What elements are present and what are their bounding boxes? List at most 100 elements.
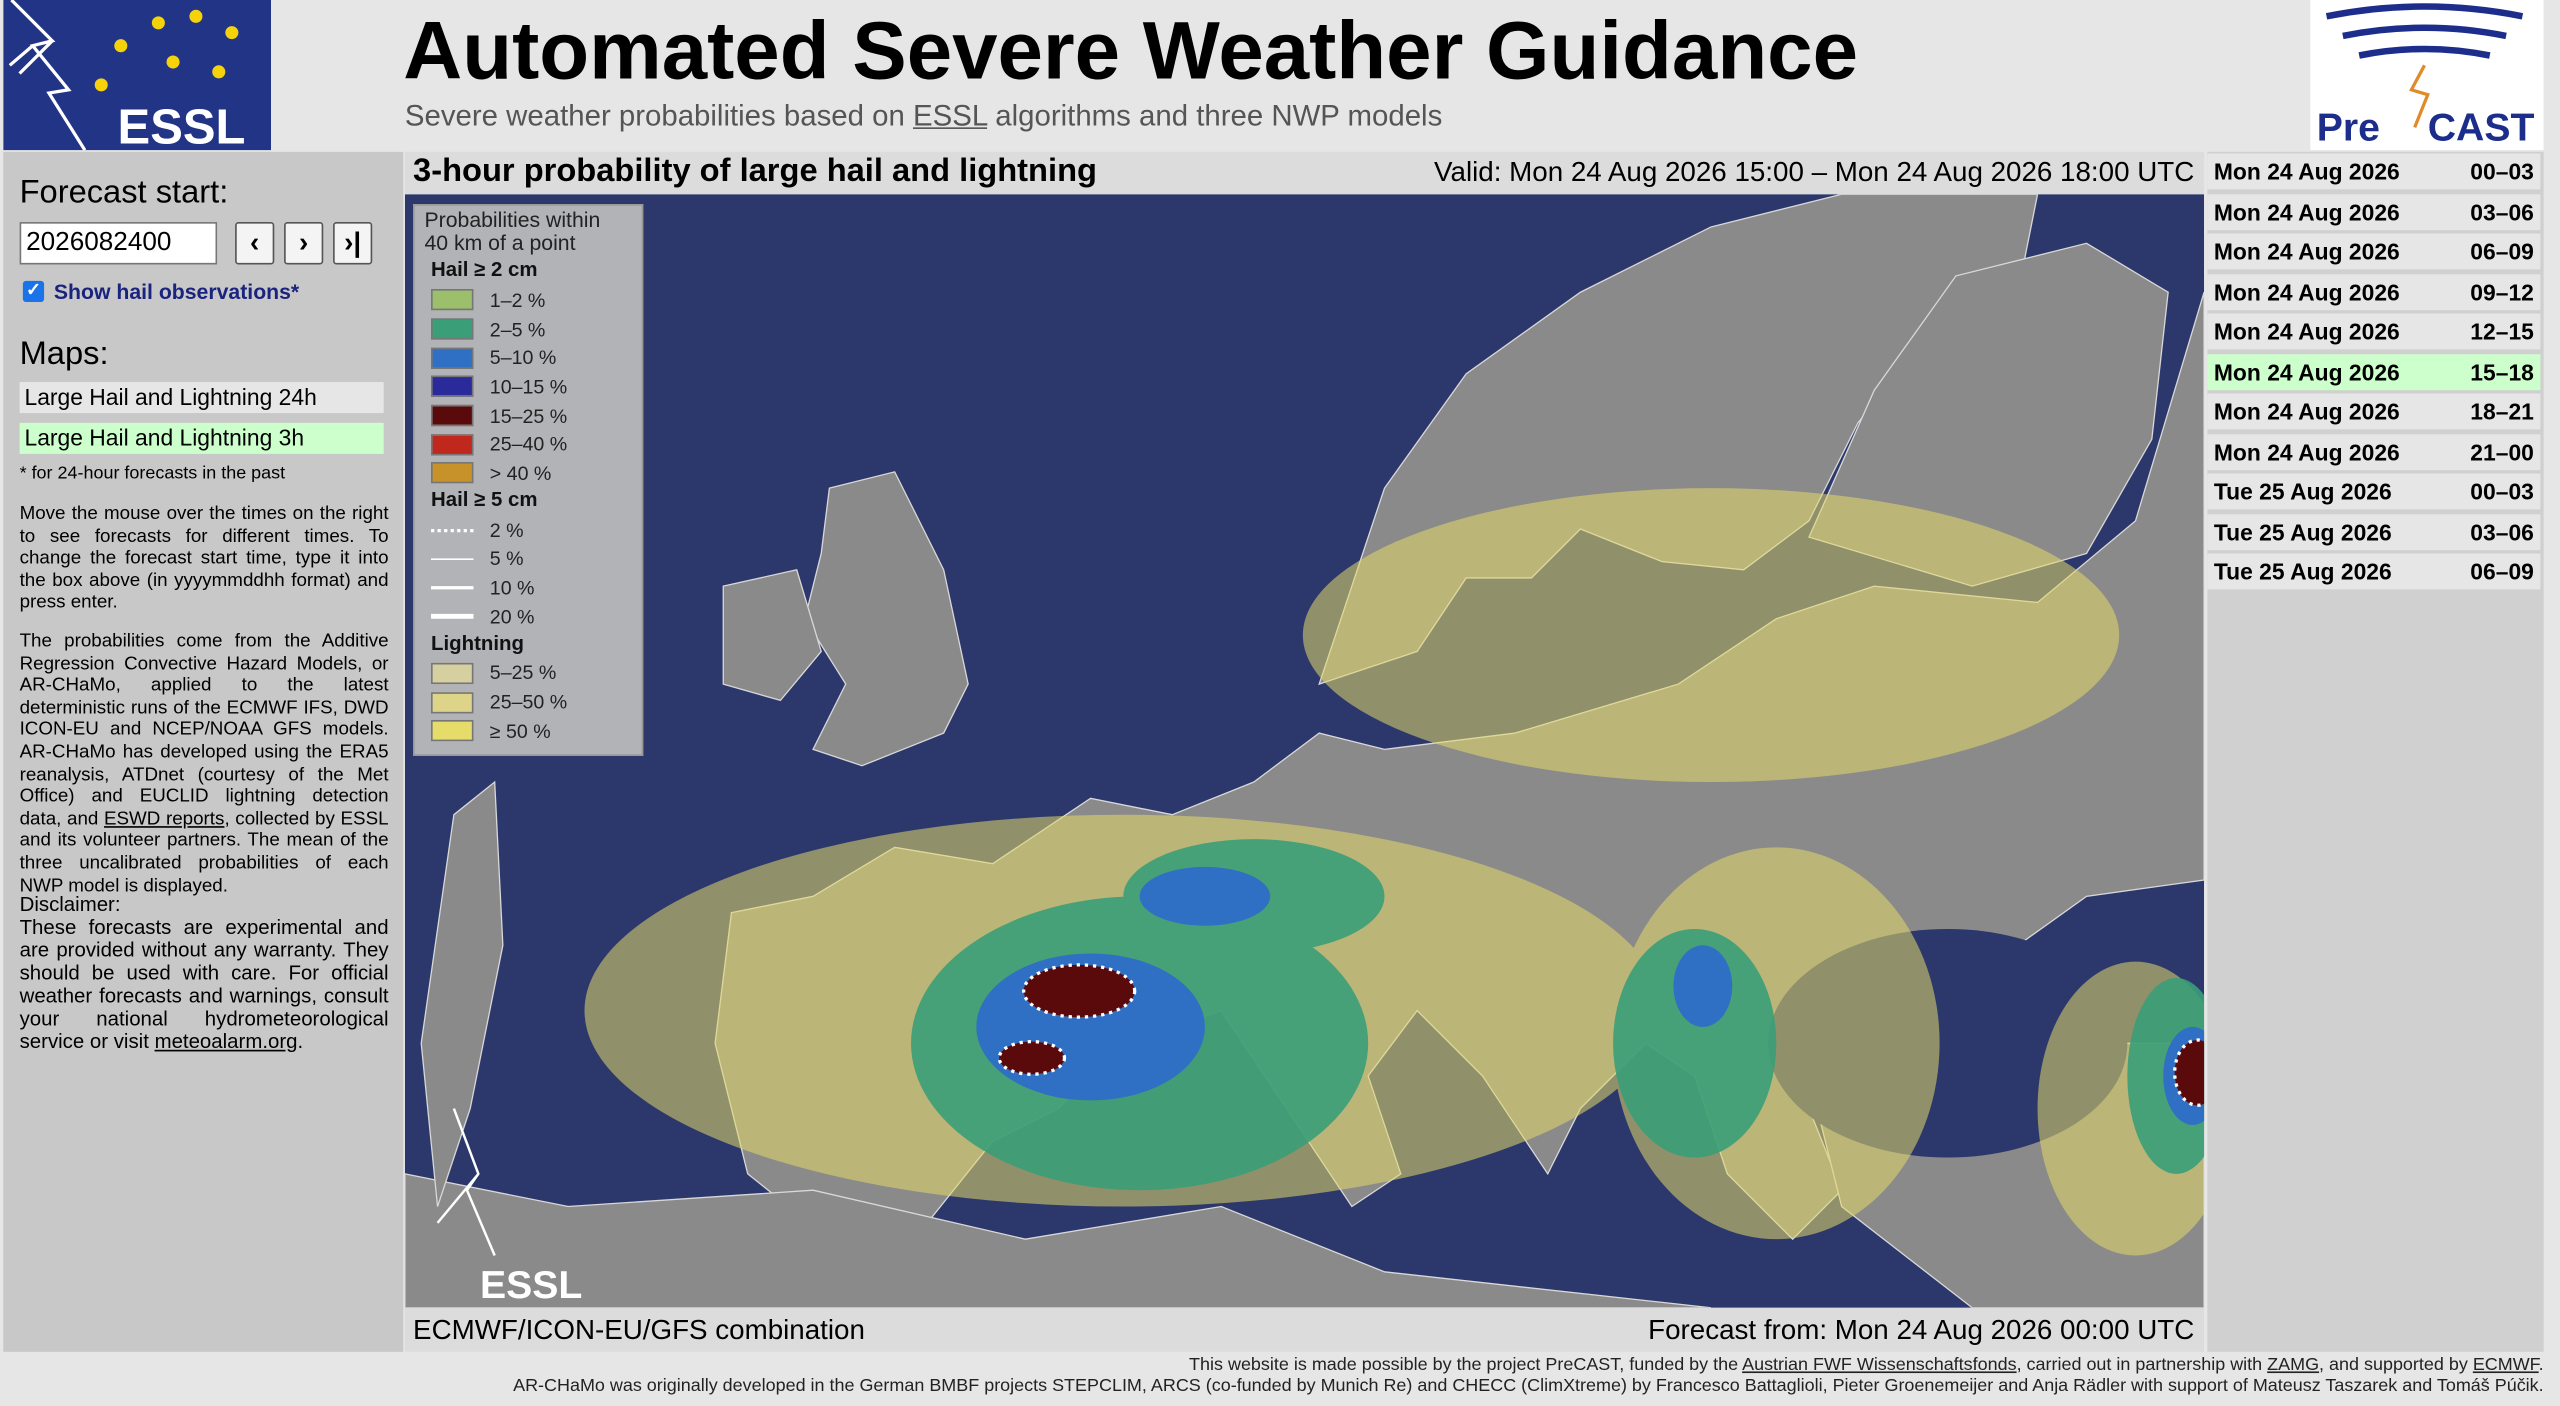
legend-item: 20 % xyxy=(415,602,642,631)
time-row[interactable]: Mon 24 Aug 2026 03–06 xyxy=(2207,193,2541,230)
map-panel: 3-hour probability of large hail and lig… xyxy=(404,151,2205,1352)
legend-item: 1–2 % xyxy=(415,286,642,315)
time-range[interactable]: 00–03 xyxy=(2470,158,2534,185)
legend-label: 5 % xyxy=(489,547,524,571)
legend-label: 2–5 % xyxy=(489,317,546,341)
time-row[interactable]: Tue 25 Aug 2026 06–09 xyxy=(2207,553,2541,590)
info-paragraph: The probabilities come from the Additive… xyxy=(20,632,389,898)
nav-button[interactable]: ›| xyxy=(333,222,373,265)
legend-item: 2 % xyxy=(415,516,642,545)
essl-link[interactable]: ESSL xyxy=(913,99,988,133)
legend-item: 5–10 % xyxy=(415,343,642,372)
time-date[interactable]: Mon 24 Aug 2026 xyxy=(2213,398,2400,425)
time-row[interactable]: Mon 24 Aug 2026 21–00 xyxy=(2207,433,2541,470)
time-range[interactable]: 18–21 xyxy=(2470,398,2534,425)
legend-label: 20 % xyxy=(489,605,535,629)
legend-item: 25–50 % xyxy=(415,688,642,717)
time-row[interactable]: Mon 24 Aug 2026 00–03 xyxy=(2207,153,2541,190)
legend-label: 1–2 % xyxy=(489,288,546,312)
text: This website is made possible by the pro… xyxy=(1189,1355,1739,1375)
eswd-link[interactable]: ESWD reports xyxy=(104,809,225,829)
time-date[interactable]: Tue 25 Aug 2026 xyxy=(2213,518,2392,545)
time-date[interactable]: Mon 24 Aug 2026 xyxy=(2213,438,2400,465)
time-date[interactable]: Mon 24 Aug 2026 xyxy=(2213,318,2400,345)
time-row[interactable]: Mon 24 Aug 2026 12–15 xyxy=(2207,313,2541,350)
time-range[interactable]: 06–09 xyxy=(2470,238,2534,265)
help-paragraph: Move the mouse over the times on the rig… xyxy=(19,504,389,613)
subtitle-text: Severe weather probabilities based on xyxy=(404,99,905,133)
time-row[interactable]: Mon 24 Aug 2026 15–18 xyxy=(2207,353,2541,390)
time-range[interactable]: 21–00 xyxy=(2470,438,2534,465)
meteoalarm-link[interactable]: meteoalarm.org xyxy=(154,1030,298,1054)
time-row[interactable]: Tue 25 Aug 2026 03–06 xyxy=(2207,513,2541,550)
map-link[interactable]: Large Hail and Lightning 24h xyxy=(19,382,384,414)
checkbox-label[interactable]: Show hail observations* xyxy=(53,279,300,304)
checkbox[interactable]: ✓ xyxy=(22,280,45,303)
time-date[interactable]: Mon 24 Aug 2026 xyxy=(2213,238,2400,265)
page-title: Automated Severe Weather Guidance xyxy=(403,4,1858,97)
legend-label: 10–15 % xyxy=(489,375,568,399)
time-date[interactable]: Mon 24 Aug 2026 xyxy=(2213,278,2400,305)
zamg-link[interactable]: ZAMG xyxy=(2267,1355,2320,1375)
legend-line xyxy=(431,614,474,620)
model-combination: ECMWF/ICON-EU/GFS combination xyxy=(413,1314,865,1346)
forecast-start-input[interactable]: 2026082400 xyxy=(19,222,218,265)
legend-label: 2 % xyxy=(489,518,524,542)
legend-swatch xyxy=(431,691,474,713)
legend-item: > 40 % xyxy=(415,459,642,488)
disclaimer-heading: Disclaimer: xyxy=(19,893,121,916)
map-link[interactable]: Large Hail and Lightning 3h xyxy=(19,422,384,454)
legend-label: 25–40 % xyxy=(489,433,568,456)
legend-item: 10 % xyxy=(415,573,642,602)
time-date[interactable]: Mon 24 Aug 2026 xyxy=(2213,198,2400,225)
time-row[interactable]: Tue 25 Aug 2026 00–03 xyxy=(2207,473,2541,510)
time-range[interactable]: 12–15 xyxy=(2470,318,2534,345)
legend-title-line: Probabilities within xyxy=(424,207,601,232)
text: . xyxy=(297,1030,304,1054)
essl-logo[interactable]: ESSL xyxy=(3,0,272,151)
maps-heading: Maps: xyxy=(19,336,109,373)
precast-logo[interactable]: Pre CAST xyxy=(2310,0,2544,151)
time-row[interactable]: Mon 24 Aug 2026 18–21 xyxy=(2207,393,2541,430)
nav-button[interactable]: › xyxy=(284,222,324,265)
forecast-map: ESSL xyxy=(404,194,2205,1308)
text: , carried out in partnership with xyxy=(2016,1355,2263,1375)
ecmwf-link[interactable]: ECMWF xyxy=(2472,1355,2539,1375)
note: * for 24-hour forecasts in the past xyxy=(19,463,286,484)
logo-text: CAST xyxy=(2428,106,2535,149)
text: . xyxy=(2538,1355,2544,1375)
time-date[interactable]: Mon 24 Aug 2026 xyxy=(2213,358,2400,385)
subtitle: Severe weather probabilities based on ES… xyxy=(405,100,1442,134)
time-range[interactable]: 03–06 xyxy=(2470,198,2534,225)
time-range[interactable]: 03–06 xyxy=(2470,518,2534,545)
nav-button[interactable]: ‹ xyxy=(235,222,275,265)
time-range[interactable]: 06–09 xyxy=(2470,558,2534,585)
logo-text: Pre xyxy=(2317,106,2380,149)
legend-swatch xyxy=(431,289,474,311)
legend-item: 25–40 % xyxy=(415,430,642,459)
legend-title: Probabilities within 40 km of a point xyxy=(415,206,642,258)
legend-label: ≥ 50 % xyxy=(489,719,551,743)
text: The probabilities come from the Additive… xyxy=(19,631,389,829)
hail-obs-toggle[interactable]: ✓ Show hail observations* xyxy=(22,279,300,304)
time-range[interactable]: 09–12 xyxy=(2470,278,2534,305)
legend-swatch xyxy=(431,720,474,742)
legend-item: 15–25 % xyxy=(415,401,642,430)
fwf-link[interactable]: Austrian FWF Wissenschaftsfonds xyxy=(1742,1355,2017,1375)
legend-item: 10–15 % xyxy=(415,372,642,401)
time-date[interactable]: Tue 25 Aug 2026 xyxy=(2213,478,2392,505)
time-date[interactable]: Mon 24 Aug 2026 xyxy=(2213,158,2400,185)
legend-label: 5–25 % xyxy=(489,661,557,685)
time-row[interactable]: Mon 24 Aug 2026 06–09 xyxy=(2207,233,2541,270)
legend-swatch xyxy=(431,433,474,456)
footer-line: This website is made possible by the pro… xyxy=(1189,1355,2544,1375)
time-row[interactable]: Mon 24 Aug 2026 09–12 xyxy=(2207,273,2541,310)
time-range[interactable]: 00–03 xyxy=(2470,478,2534,505)
legend-line xyxy=(431,528,474,532)
time-range[interactable]: 15–18 xyxy=(2470,358,2534,385)
legend-label: 15–25 % xyxy=(489,404,568,428)
time-date[interactable]: Tue 25 Aug 2026 xyxy=(2213,558,2392,585)
